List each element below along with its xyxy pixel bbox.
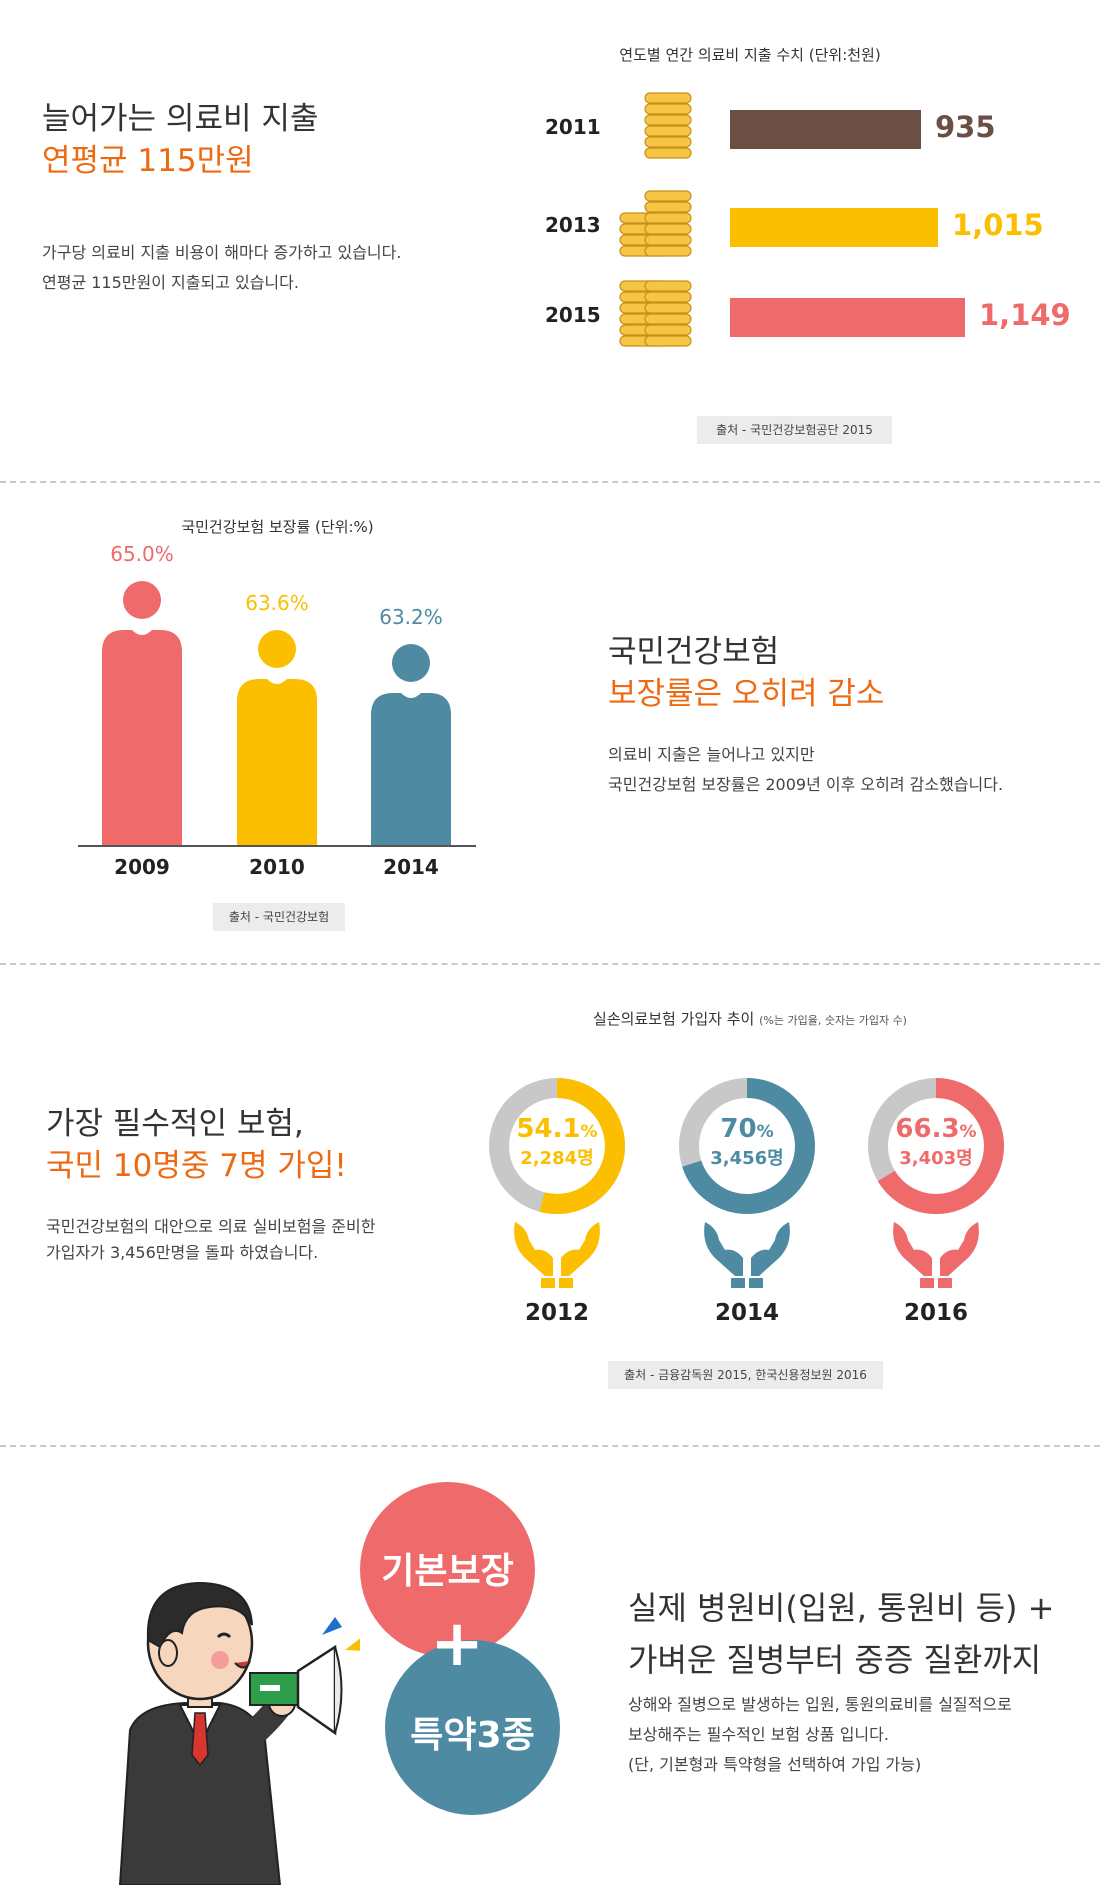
coin-stack-icon [619, 280, 692, 347]
subscriber-donut [868, 1078, 1004, 1214]
section3-source: 출처 - 금융감독원 2015, 한국신용정보원 2016 [608, 1361, 883, 1389]
coverage-value-label: 65.0% [110, 542, 174, 566]
rider-label: 특약3종 [410, 1715, 535, 1756]
expense-bar [730, 110, 921, 149]
holding-hands-icon [893, 1222, 979, 1288]
section3-heading-line1: 가장 필수적인 보험, [46, 1106, 304, 1142]
section-divider [0, 1445, 1100, 1447]
section2-heading-line2: 보장률은 오히려 감소 [608, 676, 885, 712]
expense-bar [730, 208, 938, 247]
coverage-value-label: 63.6% [245, 591, 309, 615]
section2-heading: 국민건강보험 보장률은 오히려 감소 [608, 631, 884, 715]
expense-year-label: 2011 [545, 115, 601, 139]
expense-bar [730, 298, 965, 337]
section2-description: 의료비 지출은 늘어나고 있지만 국민건강보험 보장률은 2009년 이후 오히… [608, 740, 1003, 800]
section4-desc-line1: 상해와 질병으로 발생하는 입원, 통원의료비를 실질적으로 [628, 1695, 1012, 1714]
coin-stack-icon [619, 190, 692, 257]
section3-desc-line1: 국민건강보험의 대안으로 의료 실비보험을 준비한 [46, 1217, 376, 1236]
subscriber-donut [679, 1078, 815, 1214]
subscriber-chart-title: 실손의료보험 가입자 추이 (%는 가입율, 숫자는 가입자 수) [520, 1008, 980, 1029]
basic-coverage-label: 기본보장 [381, 1551, 514, 1592]
subscriber-year-label: 2012 [524, 1300, 589, 1326]
section4-desc-line2: 보상해주는 필수적인 보험 상품 입니다. [628, 1725, 889, 1744]
coverage-chart-title: 국민건강보험 보장률 (단위:%) [181, 518, 374, 536]
coverage-chart-baseline [78, 845, 476, 847]
section1-heading-line1: 늘어가는 의료비 지출 [42, 101, 319, 137]
section3-heading: 가장 필수적인 보험, 국민 10명중 7명 가입! [46, 1103, 347, 1187]
subscriber-rate-label: 54.1% [516, 1114, 598, 1144]
subscriber-rate-label: 70% [720, 1114, 774, 1144]
section2-desc-line1: 의료비 지출은 늘어나고 있지만 [608, 745, 815, 764]
subscriber-year-label: 2014 [714, 1300, 779, 1326]
donut-share [868, 1078, 1004, 1214]
coverage-bar [237, 630, 317, 845]
section4-heading-line1: 실제 병원비(입원, 통원비 등) + [628, 1589, 1055, 1627]
basic-coverage-bubble [360, 1482, 535, 1657]
donut-share [679, 1078, 815, 1214]
expense-year-label: 2015 [545, 303, 601, 327]
subscriber-rate-label: 66.3% [895, 1114, 977, 1144]
section2-desc-line2: 국민건강보험 보장률은 2009년 이후 오히려 감소했습니다. [608, 775, 1004, 794]
percent-unit: % [580, 1122, 598, 1142]
section1-desc-line1: 가구당 의료비 지출 비용이 해마다 증가하고 있습니다. [42, 243, 402, 262]
section4-description: 상해와 질병으로 발생하는 입원, 통원의료비를 실질적으로 보상해주는 필수적… [628, 1690, 1012, 1780]
subscriber-count-label: 2,284명 [520, 1148, 594, 1169]
section2-heading-line1: 국민건강보험 [608, 634, 780, 670]
section1-description: 가구당 의료비 지출 비용이 해마다 증가하고 있습니다. 연평균 115만원이… [42, 238, 401, 298]
section4-heading: 실제 병원비(입원, 통원비 등) + 가벼운 질병부터 중증 질환까지 [628, 1582, 1054, 1686]
subscriber-chart-title-main: 실손의료보험 가입자 추이 [593, 1010, 755, 1028]
section-divider [0, 963, 1100, 965]
section2-source: 출처 - 국민건강보험 [213, 903, 345, 931]
subscriber-label: 70% 3,456명 [677, 1114, 817, 1171]
holding-hands-icon [704, 1222, 790, 1288]
coin-stack-icon [644, 92, 692, 159]
subscriber-year-label: 2016 [903, 1300, 968, 1326]
coverage-value-label: 63.2% [379, 605, 443, 629]
subscriber-chart-title-note: (%는 가입율, 숫자는 가입자 수) [759, 1014, 907, 1027]
expense-chart-title: 연도별 연간 의료비 지출 수치 (단위:천원) [619, 46, 881, 64]
section-divider [0, 481, 1100, 483]
percent-unit: % [959, 1122, 977, 1142]
subscriber-label: 54.1% 2,284명 [487, 1114, 627, 1171]
coverage-year-label: 2010 [249, 855, 305, 879]
section3-heading-line2: 국민 10명중 7명 가입! [46, 1148, 347, 1184]
subscriber-label: 66.3% 3,403명 [866, 1114, 1006, 1171]
businessman-megaphone-illustration [118, 1581, 360, 1885]
rider-bubble [385, 1640, 560, 1815]
plus-sign: + [430, 1607, 484, 1681]
subscriber-count-label: 3,403명 [899, 1148, 973, 1169]
section3-description: 국민건강보험의 대안으로 의료 실비보험을 준비한 가입자가 3,456만명을 … [46, 1214, 375, 1266]
section1-heading: 늘어가는 의료비 지출 연평균 115만원 [42, 98, 318, 182]
holding-hands-icon [514, 1222, 600, 1288]
coverage-bar [102, 581, 182, 845]
percent-unit: % [756, 1122, 774, 1142]
expense-value-label: 1,149 [979, 298, 1071, 332]
subscriber-donut [489, 1078, 625, 1214]
section4-desc-line3: (단, 기본형과 특약형을 선택하여 가입 가능) [628, 1755, 922, 1774]
expense-value-label: 935 [935, 110, 996, 144]
coverage-year-label: 2009 [114, 855, 170, 879]
section4-heading-line2: 가벼운 질병부터 중증 질환까지 [628, 1641, 1042, 1679]
expense-year-label: 2013 [545, 213, 601, 237]
expense-value-label: 1,015 [952, 208, 1044, 242]
donut-share [489, 1078, 625, 1214]
coverage-year-label: 2014 [383, 855, 439, 879]
subscriber-count-label: 3,456명 [710, 1148, 784, 1169]
section1-source: 출처 - 국민건강보험공단 2015 [697, 416, 892, 444]
section1-desc-line2: 연평균 115만원이 지출되고 있습니다. [42, 273, 299, 292]
section3-desc-line2: 가입자가 3,456만명을 돌파 하였습니다. [46, 1243, 319, 1262]
section1-heading-line2: 연평균 115만원 [42, 143, 254, 179]
coverage-bar [371, 644, 451, 845]
